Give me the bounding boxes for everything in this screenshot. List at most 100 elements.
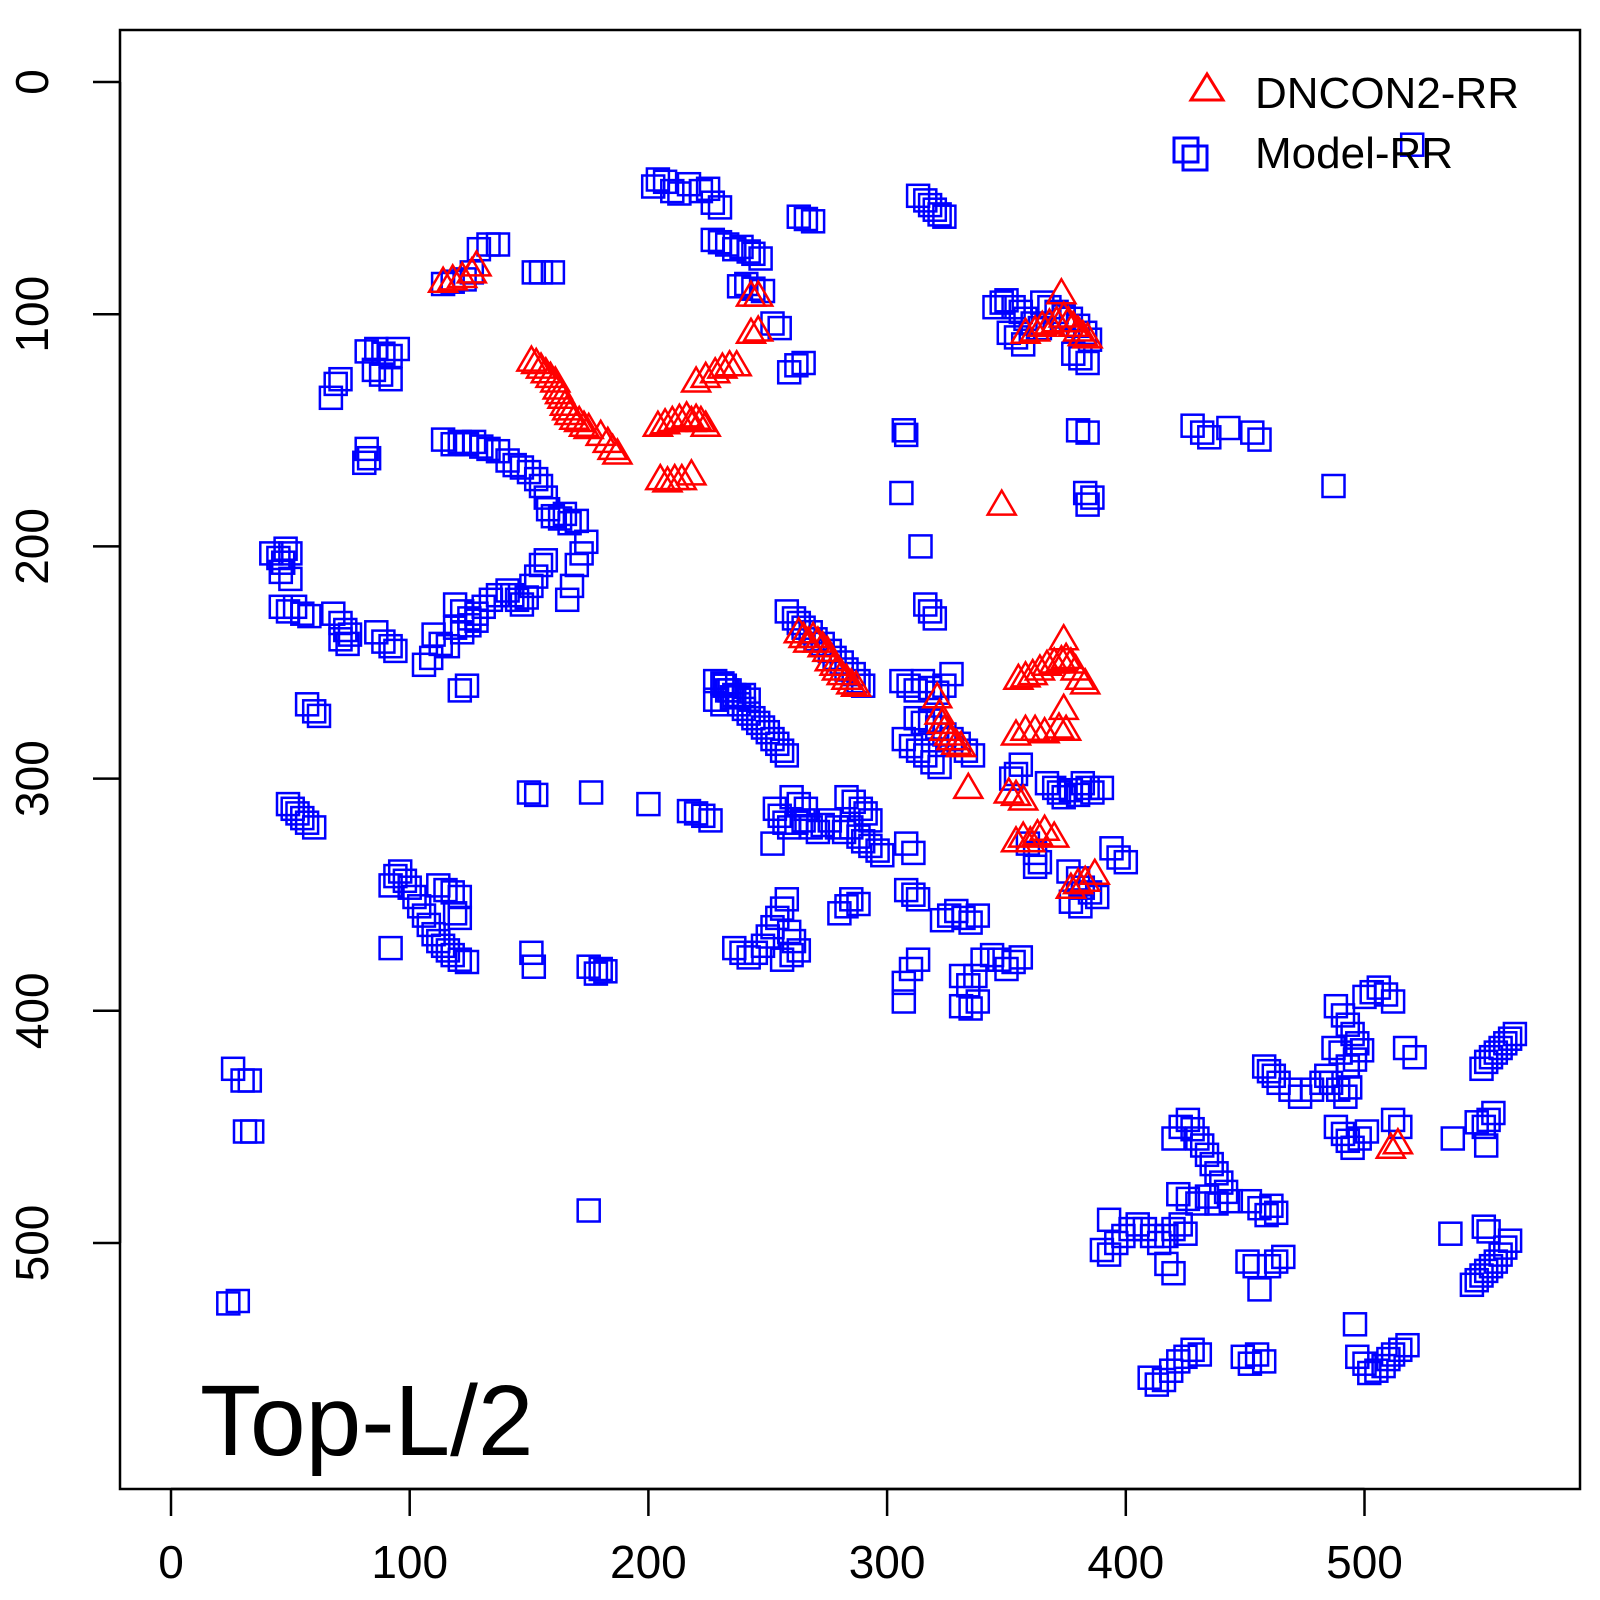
model-rr-point bbox=[929, 907, 955, 933]
dncon2-rr-point bbox=[601, 437, 634, 465]
model-rr-point bbox=[268, 594, 294, 620]
dncon2-rr-point bbox=[1071, 320, 1104, 349]
model-rr-point bbox=[1488, 1035, 1513, 1061]
model-rr-point bbox=[509, 592, 535, 617]
model-rr-point bbox=[889, 668, 914, 694]
model-rr-point bbox=[717, 678, 742, 703]
model-rr-point bbox=[784, 353, 809, 378]
model-rr-point bbox=[913, 188, 938, 213]
model-rr-point bbox=[769, 896, 795, 921]
dncon2-rr-point bbox=[1002, 662, 1035, 691]
dncon2-rr-point bbox=[684, 404, 718, 433]
model-rr-point bbox=[1328, 1040, 1353, 1065]
model-rr-point bbox=[1388, 1114, 1413, 1140]
dncon2-rr-point bbox=[460, 248, 493, 277]
model-rr-point bbox=[523, 782, 549, 808]
model-rr-point bbox=[588, 956, 613, 982]
model-rr-point bbox=[893, 422, 919, 448]
model-rr-point bbox=[1051, 784, 1076, 810]
dncon2-rr-point bbox=[1069, 864, 1102, 893]
model-rr-point bbox=[726, 685, 752, 710]
model-rr-point bbox=[908, 534, 933, 559]
model-rr-point bbox=[237, 1068, 263, 1093]
dncon2-rr-point bbox=[985, 488, 1018, 516]
model-rr-point bbox=[786, 938, 812, 963]
model-rr-point bbox=[831, 819, 857, 845]
model-rr-point bbox=[502, 452, 527, 478]
model-rr-point bbox=[461, 429, 487, 455]
model-rr-point bbox=[1318, 1070, 1344, 1096]
model-rr-point bbox=[523, 466, 549, 492]
dncon2-rr-point bbox=[567, 409, 601, 437]
model-rr-point bbox=[1242, 1253, 1267, 1279]
model-rr-point bbox=[1395, 1332, 1420, 1358]
model-rr-point bbox=[378, 633, 403, 659]
model-rr-point bbox=[504, 587, 530, 613]
model-rr-point bbox=[356, 445, 382, 471]
model-rr-point bbox=[1497, 1228, 1523, 1253]
model-rr-point bbox=[698, 808, 723, 833]
dncon2-rr-point bbox=[1064, 662, 1097, 691]
model-rr-point bbox=[282, 594, 308, 620]
model-rr-point bbox=[741, 276, 766, 301]
x-tick-label: 300 bbox=[849, 1536, 926, 1588]
dncon2-rr-point bbox=[596, 432, 629, 461]
model-rr-point bbox=[402, 884, 427, 910]
model-rr-point bbox=[1497, 1026, 1523, 1051]
dncon2-rr-point bbox=[1061, 866, 1095, 895]
model-rr-point bbox=[736, 687, 761, 712]
model-rr-point bbox=[533, 548, 559, 573]
dncon2-rr-point bbox=[1045, 276, 1078, 305]
model-rr-point bbox=[442, 901, 468, 926]
model-rr-point bbox=[335, 631, 360, 657]
model-rr-point bbox=[917, 599, 943, 624]
model-rr-point bbox=[1194, 1184, 1220, 1209]
model-rr-point bbox=[442, 592, 468, 617]
model-rr-point bbox=[485, 438, 511, 464]
dncon2-rr-point bbox=[839, 669, 873, 697]
model-rr-point bbox=[891, 418, 917, 443]
x-tick-label: 100 bbox=[371, 1536, 448, 1588]
model-rr-point bbox=[1173, 1344, 1198, 1370]
model-rr-point bbox=[1075, 492, 1100, 517]
legend-square-marker bbox=[1172, 136, 1200, 164]
model-rr-point bbox=[1340, 1135, 1365, 1161]
model-rr-point bbox=[927, 202, 952, 227]
model-rr-point bbox=[769, 738, 795, 763]
model-rr-point bbox=[1166, 1181, 1191, 1207]
model-rr-point bbox=[896, 673, 921, 698]
model-rr-point bbox=[1216, 415, 1241, 441]
dncon2-rr-series bbox=[426, 248, 1415, 1160]
model-rr-point bbox=[352, 450, 377, 476]
model-rr-point bbox=[774, 743, 800, 768]
model-rr-point bbox=[1146, 1230, 1172, 1256]
model-rr-point bbox=[793, 796, 819, 822]
model-rr-point bbox=[1008, 945, 1034, 970]
model-rr-point bbox=[297, 603, 322, 629]
model-rr-point bbox=[323, 371, 348, 397]
model-rr-point bbox=[301, 699, 327, 724]
dncon2-rr-point bbox=[1054, 871, 1088, 899]
model-rr-point bbox=[1106, 845, 1131, 870]
model-rr-point bbox=[1118, 1216, 1143, 1242]
model-rr-point bbox=[328, 366, 353, 392]
dncon2-rr-point bbox=[1078, 857, 1111, 886]
dncon2-rr-point bbox=[1007, 783, 1040, 811]
dncon2-rr-point bbox=[999, 778, 1033, 807]
model-rr-point bbox=[411, 903, 437, 928]
model-rr-point bbox=[333, 617, 358, 643]
dncon2-rr-point bbox=[1033, 307, 1066, 335]
model-rr-point bbox=[858, 808, 883, 833]
model-rr-point bbox=[306, 703, 332, 729]
model-rr-point bbox=[1237, 1351, 1263, 1376]
model-rr-point bbox=[1180, 1116, 1205, 1142]
model-rr-point bbox=[1380, 1107, 1406, 1133]
dncon2-rr-point bbox=[999, 718, 1033, 746]
model-rr-point bbox=[905, 947, 931, 972]
x-tick-label: 500 bbox=[1326, 1536, 1403, 1588]
dncon2-rr-point bbox=[670, 399, 703, 428]
model-rr-point bbox=[1185, 1126, 1210, 1151]
model-rr-point bbox=[1022, 854, 1048, 880]
dncon2-rr-point bbox=[1045, 643, 1078, 672]
model-rr-point bbox=[920, 750, 945, 775]
